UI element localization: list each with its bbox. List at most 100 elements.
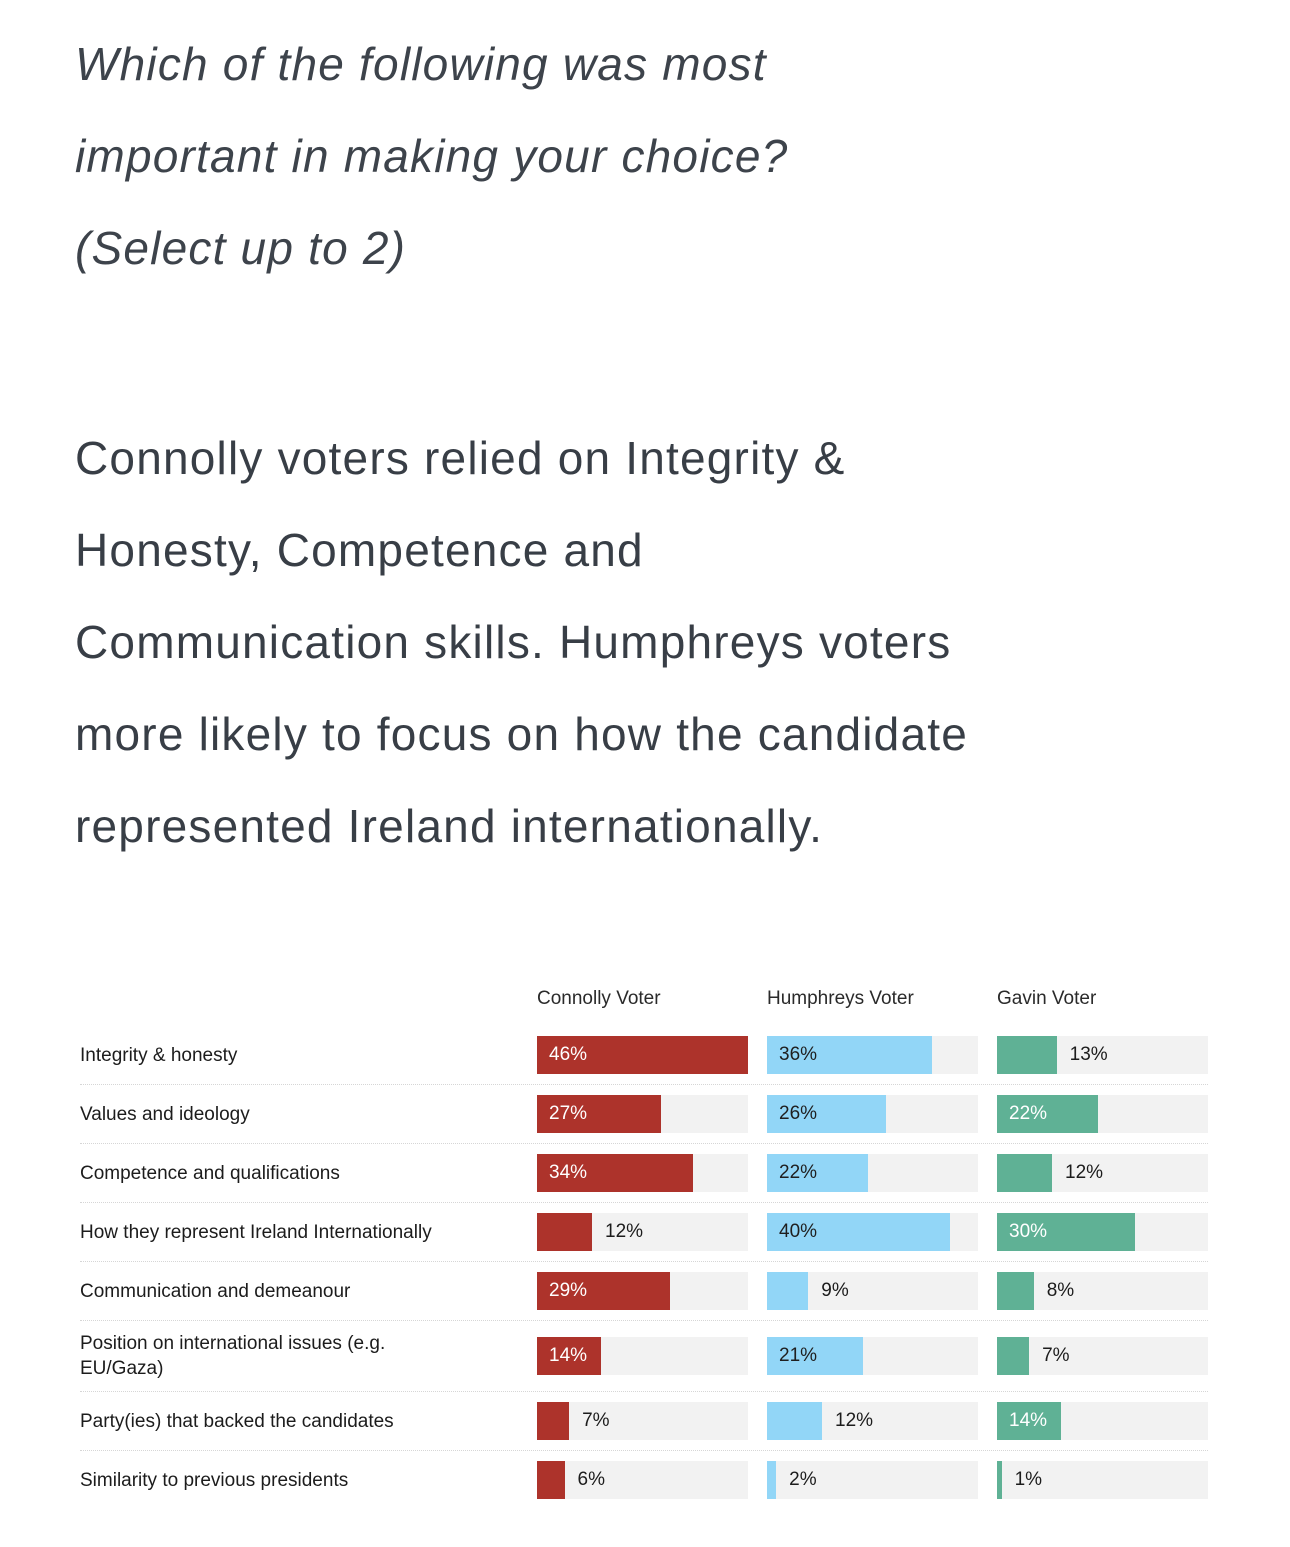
bar-cell: 6% [537, 1461, 748, 1499]
bar-connolly-voter [537, 1272, 671, 1310]
chart: Connolly Voter Humphreys Voter Gavin Voter… [80, 988, 1208, 1509]
bar-humphreys-voter [767, 1272, 809, 1310]
bar-track: 7% [997, 1337, 1208, 1375]
row-cells: 34% 22% 12% [537, 1154, 1208, 1192]
bar-gavin-voter [997, 1337, 1030, 1375]
bar-track: 46% [537, 1036, 748, 1074]
chart-column-headers: Connolly Voter Humphreys Voter Gavin Voter [80, 988, 1208, 1010]
bar-humphreys-voter [767, 1213, 951, 1251]
bar-value: 12% [1065, 1162, 1104, 1183]
row-cells: 29% 9% 8% [537, 1272, 1208, 1310]
bar-humphreys-voter [767, 1402, 823, 1440]
bar-humphreys-voter [767, 1154, 868, 1192]
table-row: Position on international issues (e.g. E… [80, 1321, 1208, 1392]
bar-value: 34% [549, 1162, 588, 1183]
bar-cell: 46% [537, 1036, 748, 1074]
row-cells: 6% 2% 1% [537, 1461, 1208, 1499]
bar-connolly-voter [537, 1036, 748, 1074]
bar-value: 9% [821, 1280, 849, 1301]
bar-cell: 12% [537, 1213, 748, 1251]
bar-humphreys-voter [767, 1461, 777, 1499]
bar-value: 27% [549, 1103, 588, 1124]
bar-value: 22% [779, 1162, 818, 1183]
chart-rows: Integrity & honesty 46% 36% 13% Values and i… [80, 1026, 1208, 1509]
bar-cell: 13% [997, 1036, 1208, 1074]
bar-value: 7% [582, 1410, 610, 1431]
row-cells: 7% 12% 14% [537, 1402, 1208, 1440]
bar-connolly-voter [537, 1461, 565, 1499]
summary-paragraph-line: Honesty, Competence and [75, 524, 644, 576]
bar-cell: 27% [537, 1095, 748, 1133]
page: Which of the following was most importan… [75, 18, 1220, 1509]
bar-connolly-voter [537, 1095, 661, 1133]
question-heading-line: Which of the following was most [75, 38, 767, 90]
bar-value: 1% [1014, 1469, 1043, 1490]
bar-value: 6% [577, 1469, 605, 1490]
bar-cell: 22% [767, 1154, 978, 1192]
bar-track: 26% [767, 1095, 978, 1133]
bar-value: 7% [1042, 1345, 1070, 1366]
bar-cell: 36% [767, 1036, 978, 1074]
bar-gavin-voter [997, 1402, 1062, 1440]
bar-gavin-voter [997, 1036, 1057, 1074]
bar-track: 9% [767, 1272, 978, 1310]
bar-value: 14% [1009, 1410, 1048, 1431]
bar-track: 36% [767, 1036, 978, 1074]
bar-track: 1% [997, 1461, 1208, 1499]
row-label: Position on international issues (e.g. E… [80, 1333, 386, 1379]
row-label: Integrity & honesty [80, 1044, 238, 1066]
bar-connolly-voter [537, 1402, 570, 1440]
bar-gavin-voter [997, 1461, 1002, 1499]
bar-cell: 8% [997, 1272, 1208, 1310]
bar-cell: 12% [997, 1154, 1208, 1192]
row-label: Similarity to previous presidents [80, 1469, 349, 1491]
bar-value: 8% [1046, 1280, 1075, 1301]
bar-cell: 21% [767, 1337, 978, 1375]
bar-humphreys-voter [767, 1036, 933, 1074]
table-row: Communication and demeanour 29% 9% 8% [80, 1262, 1208, 1321]
bar-track: 40% [767, 1213, 978, 1251]
bar-cell: 7% [997, 1337, 1208, 1375]
table-row: Competence and qualifications 34% 22% 12% [80, 1144, 1208, 1203]
bar-value: 12% [605, 1221, 644, 1242]
bar-value: 12% [835, 1410, 874, 1431]
bar-cell: 14% [997, 1402, 1208, 1440]
summary-paragraph-line: more likely to focus on how the candidat… [75, 708, 969, 760]
bar-cell: 9% [767, 1272, 978, 1310]
bar-track: 2% [767, 1461, 978, 1499]
bar-value: 14% [549, 1345, 588, 1366]
bar-gavin-voter [997, 1272, 1034, 1310]
table-row: Party(ies) that backed the candidates 7% 1… [80, 1392, 1208, 1451]
question-heading-line: important in making your choice? [75, 130, 789, 182]
question-heading: Which of the following was most importan… [75, 18, 1220, 294]
bar-track: 34% [537, 1154, 748, 1192]
table-row: Similarity to previous presidents 6% 2% 1% [80, 1451, 1208, 1509]
row-cells: 14% 21% 7% [537, 1337, 1208, 1375]
bar-track: 12% [767, 1402, 978, 1440]
row-label: Party(ies) that backed the candidates [80, 1410, 394, 1432]
bar-connolly-voter [537, 1154, 693, 1192]
bar-value: 40% [779, 1221, 818, 1242]
bar-track: 13% [997, 1036, 1208, 1074]
bar-value: 29% [549, 1280, 588, 1301]
bar-track: 8% [997, 1272, 1208, 1310]
table-row: Values and ideology 27% 26% 22% [80, 1085, 1208, 1144]
bar-value: 30% [1009, 1221, 1048, 1242]
bar-track: 14% [537, 1337, 748, 1375]
bar-cell: 29% [537, 1272, 748, 1310]
row-cells: 27% 26% 22% [537, 1095, 1208, 1133]
bar-gavin-voter [997, 1154, 1053, 1192]
bar-cell: 12% [767, 1402, 978, 1440]
column-header-connolly-voter: Connolly Voter [537, 988, 661, 1009]
summary-paragraph: Connolly voters relied on Integrity & Ho… [75, 412, 1220, 872]
bar-gavin-voter [997, 1213, 1135, 1251]
bar-cell: 22% [997, 1095, 1208, 1133]
bar-track: 12% [537, 1213, 748, 1251]
bar-track: 30% [997, 1213, 1208, 1251]
bar-track: 6% [537, 1461, 748, 1499]
bar-track: 29% [537, 1272, 748, 1310]
bar-value: 26% [779, 1103, 818, 1124]
summary-paragraph-line: Connolly voters relied on Integrity & [75, 432, 846, 484]
bar-track: 21% [767, 1337, 978, 1375]
row-label: How they represent Ireland International… [80, 1221, 432, 1243]
